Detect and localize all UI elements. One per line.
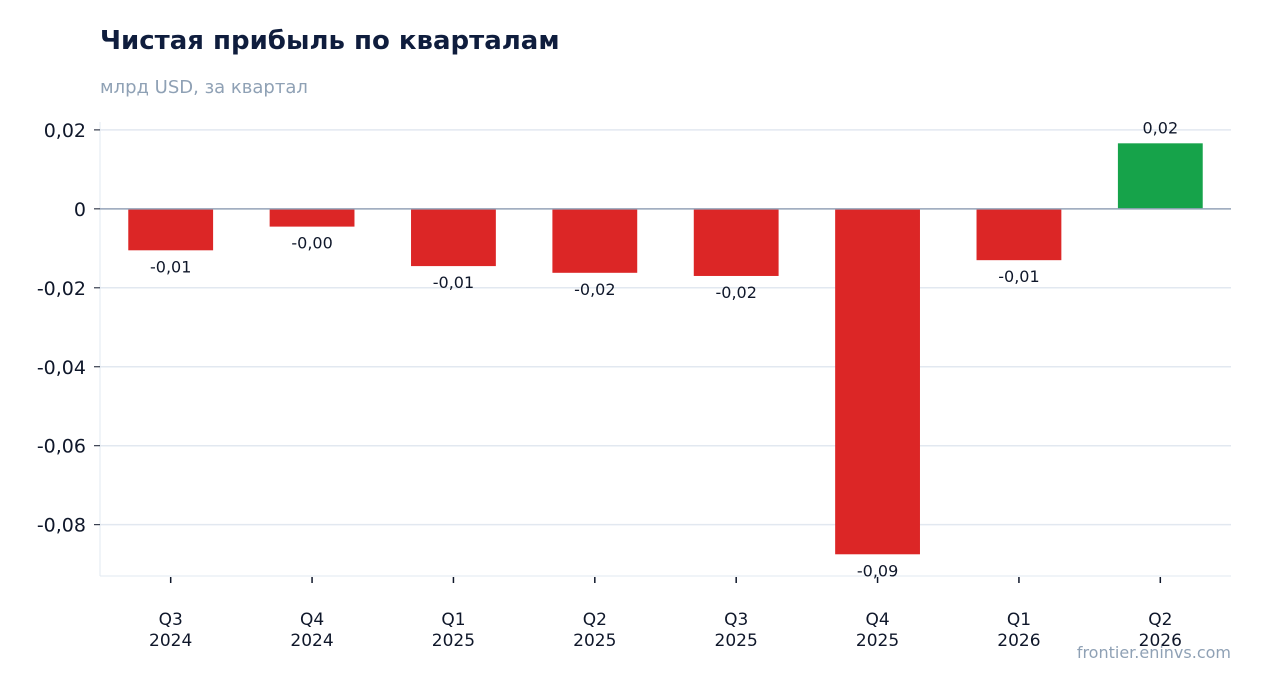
bar <box>693 208 779 276</box>
y-tick-label: -0,06 <box>37 436 86 458</box>
source-watermark: frontier.eninvs.com <box>1076 643 1231 662</box>
data-label: -0,02 <box>574 280 615 299</box>
x-tick-label: 2024 <box>290 631 333 651</box>
x-tick-label: Q1 <box>441 610 465 630</box>
data-label: -0,02 <box>715 283 756 302</box>
data-label: -0,01 <box>998 267 1039 286</box>
y-tick-label: -0,08 <box>37 515 86 537</box>
bar <box>411 208 496 267</box>
chart-subtitle: млрд USD, за квартал <box>100 77 308 98</box>
x-tick-label: 2024 <box>149 631 192 651</box>
y-tick-label: 0 <box>74 199 86 221</box>
bar <box>269 208 355 227</box>
y-tick-label: -0,02 <box>37 278 86 300</box>
bar <box>835 208 920 555</box>
x-tick-label: Q4 <box>300 610 324 630</box>
y-tick-label: 0,02 <box>44 120 86 142</box>
y-tick-label: -0,04 <box>37 357 86 379</box>
x-tick-label: Q4 <box>865 610 889 630</box>
bar <box>1117 143 1203 209</box>
chart-title: Чистая прибыль по кварталам <box>100 26 560 56</box>
bar <box>128 208 214 251</box>
x-tick-label: 2025 <box>715 631 758 651</box>
x-tick-label: 2026 <box>997 631 1040 651</box>
x-tick-label: 2025 <box>573 631 616 651</box>
bar <box>976 208 1062 261</box>
x-tick-label: Q2 <box>583 610 607 630</box>
x-tick-label: 2025 <box>856 631 899 651</box>
x-tick-label: 2026 <box>1139 631 1182 651</box>
data-label: -0,09 <box>857 561 898 580</box>
data-label: -0,00 <box>291 234 332 253</box>
x-tick-label: Q2 <box>1148 610 1172 630</box>
data-label: 0,02 <box>1143 118 1179 137</box>
x-tick-label: Q1 <box>1007 610 1031 630</box>
x-tick-label: Q3 <box>724 610 748 630</box>
bar <box>552 208 638 273</box>
data-label: -0,01 <box>433 273 474 292</box>
data-label: -0,01 <box>150 257 191 276</box>
x-tick-label: Q3 <box>159 610 183 630</box>
x-tick-label: 2025 <box>432 631 475 651</box>
